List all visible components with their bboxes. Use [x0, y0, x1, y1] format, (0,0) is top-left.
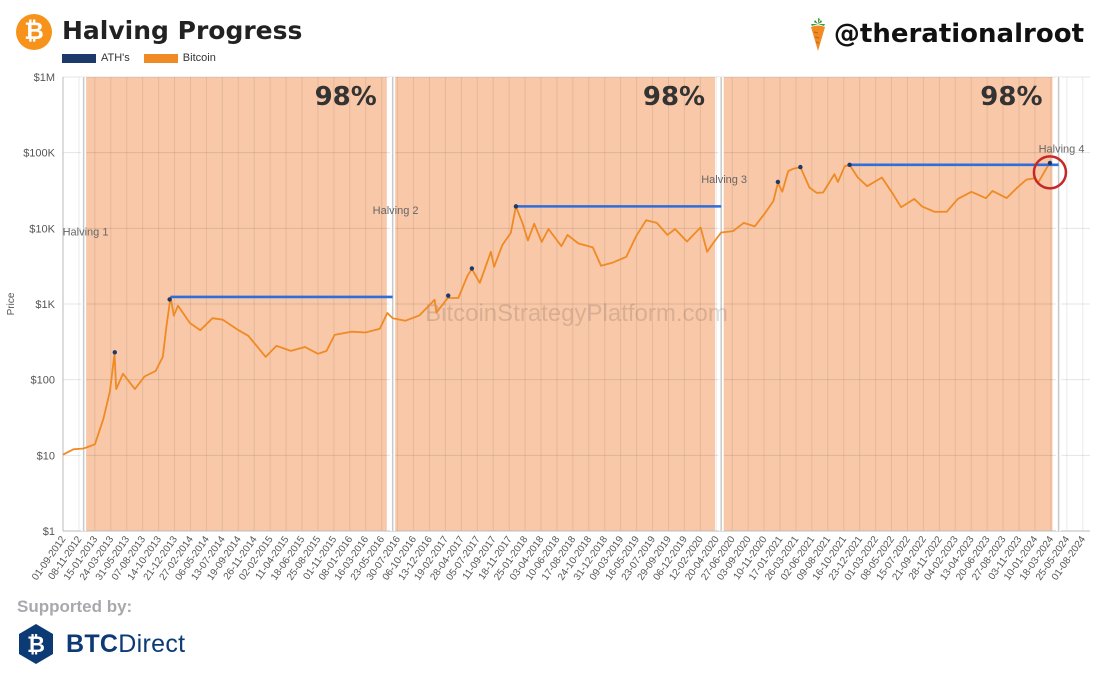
y-tick-label: $10	[37, 450, 55, 462]
y-axis-title: Price	[6, 292, 17, 315]
ath-point	[469, 266, 475, 271]
current-price-highlight-circle	[1032, 155, 1068, 190]
chart-title: Halving Progress	[62, 16, 303, 45]
sponsor-name-light: Direct	[118, 629, 186, 658]
btcdirect-logo-icon: ₿	[19, 624, 53, 664]
watermark: BitcoinStrategyPlatform.com	[425, 300, 728, 327]
legend-label-ath: ATH's	[101, 52, 130, 64]
y-tick-label: $10K	[29, 223, 55, 235]
bitcoin-price-line	[62, 162, 1054, 456]
y-tick-label: $1K	[35, 299, 55, 311]
ath-point	[775, 179, 781, 185]
supported-by-label: Supported by:	[17, 597, 133, 616]
halving-progress-chart: $1$10$100$1K$10K$100K$1MPrice01-09-20120…	[6, 72, 1090, 583]
legend-swatch-bitcoin	[143, 53, 178, 63]
bitcoin-icon: ₿	[16, 14, 52, 50]
progress-label-2: 98%	[643, 82, 705, 112]
ath-point	[847, 162, 852, 168]
y-tick-label: $1	[43, 526, 55, 538]
halving-label-2: Halving 2	[373, 205, 419, 217]
ath-point	[798, 164, 803, 170]
brand-handle: @therationalroot	[833, 19, 1084, 49]
header: ₿ Halving Progress @therationalroot ATH'…	[0, 0, 1100, 70]
progress-band-3	[721, 77, 1053, 531]
sponsor-name-bold: BTC	[66, 629, 119, 658]
halving-label-3: Halving 3	[701, 174, 747, 186]
legend-item-ath[interactable]: ATH's	[62, 52, 130, 64]
halving-label-1: Halving 1	[63, 227, 109, 239]
y-tick-label: $100	[31, 375, 55, 387]
legend-item-bitcoin[interactable]: Bitcoin	[143, 52, 216, 64]
sponsor-logo[interactable]: ₿ BTCDirect	[16, 622, 185, 666]
legend-swatch-ath	[62, 53, 96, 63]
ath-point	[167, 297, 172, 302]
ath-point	[1047, 160, 1053, 166]
progress-band-1	[83, 77, 387, 531]
y-tick-label: $1M	[34, 72, 55, 84]
progress-label-3: 98%	[980, 82, 1042, 112]
svg-text:₿: ₿	[27, 632, 45, 657]
legend-label-bitcoin: Bitcoin	[182, 52, 216, 64]
carrot-icon	[810, 18, 825, 51]
ath-point	[112, 350, 117, 355]
progress-label-1: 98%	[315, 82, 377, 112]
brand[interactable]: @therationalroot	[808, 16, 1084, 52]
ath-point	[446, 293, 451, 298]
ath-point	[513, 204, 519, 209]
sponsor-name: BTCDirect	[66, 630, 185, 659]
progress-band-2	[392, 77, 716, 531]
y-tick-label: $100K	[23, 148, 55, 160]
legend: ATH's Bitcoin	[62, 52, 216, 64]
halving-label-4: Halving 4	[1039, 144, 1085, 156]
